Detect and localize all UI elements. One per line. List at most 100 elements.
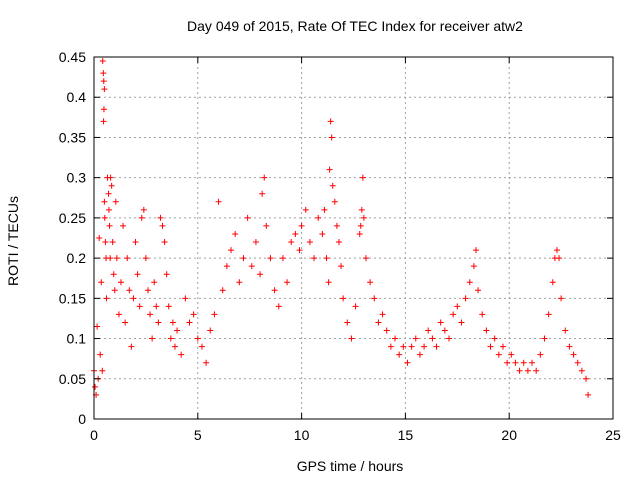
data-point <box>155 319 162 326</box>
data-point <box>153 303 160 310</box>
data-point <box>338 263 345 270</box>
x-tick-label: 10 <box>294 427 310 443</box>
data-point <box>491 335 498 342</box>
data-point <box>429 335 436 342</box>
plot-frame <box>93 56 614 420</box>
data-point <box>450 311 457 318</box>
data-point <box>416 351 423 358</box>
y-tick-label: 0 <box>78 411 86 427</box>
data-point <box>516 367 523 374</box>
data-point <box>186 319 193 326</box>
data-point <box>458 319 465 326</box>
data-point <box>508 351 515 358</box>
data-point <box>190 311 197 318</box>
data-point <box>136 303 143 310</box>
data-point <box>163 271 170 278</box>
data-point <box>520 359 527 366</box>
data-point <box>94 323 101 330</box>
y-tick-label: 0.35 <box>59 129 86 145</box>
data-point <box>404 359 411 366</box>
y-tick-label: 0.3 <box>67 170 87 186</box>
data-point <box>149 335 156 342</box>
data-point <box>356 230 363 237</box>
data-point <box>319 230 326 237</box>
data-point <box>487 343 494 350</box>
data-point <box>302 206 309 213</box>
data-point <box>311 255 318 262</box>
data-point <box>483 327 490 334</box>
data-point <box>348 335 355 342</box>
data-point <box>479 311 486 318</box>
data-point <box>99 367 106 374</box>
data-point <box>475 287 482 294</box>
data-point <box>275 303 282 310</box>
data-point <box>259 190 266 197</box>
data-point <box>545 311 552 318</box>
data-point <box>124 255 131 262</box>
data-point <box>126 287 133 294</box>
data-point <box>325 279 332 286</box>
data-point <box>566 343 573 350</box>
data-point <box>267 255 274 262</box>
data-point <box>454 303 461 310</box>
data-point <box>323 255 330 262</box>
y-tick-label: 0.25 <box>59 210 86 226</box>
data-point <box>495 351 502 358</box>
data-point <box>537 351 544 358</box>
data-point <box>327 118 334 125</box>
data-point <box>437 319 444 326</box>
x-tick-label: 15 <box>398 427 414 443</box>
data-point <box>328 134 335 141</box>
data-point <box>215 198 222 205</box>
data-point <box>425 327 432 334</box>
data-point <box>352 303 359 310</box>
data-point <box>228 247 235 254</box>
data-point <box>122 319 129 326</box>
data-point <box>117 279 124 286</box>
data-point <box>211 311 218 318</box>
data-point <box>252 239 259 246</box>
data-point <box>331 198 338 205</box>
data-point <box>165 303 172 310</box>
data-point <box>533 367 540 374</box>
x-tick-label: 0 <box>90 427 98 443</box>
data-point <box>371 295 378 302</box>
data-point <box>359 174 366 181</box>
data-point <box>412 335 419 342</box>
data-point <box>142 255 149 262</box>
data-point <box>296 247 303 254</box>
data-point <box>462 295 469 302</box>
data-point <box>524 367 531 374</box>
data-point <box>556 255 563 262</box>
data-point <box>367 279 374 286</box>
data-point <box>144 287 151 294</box>
y-tick-label: 0.4 <box>67 89 87 105</box>
data-point <box>101 214 108 221</box>
data-point <box>570 351 577 358</box>
ticks-layer: 0 0.05 0.1 0.15 0.2 0.25 0.3 0.35 0.4 0.45 0 5 10 15 2… <box>59 49 621 443</box>
data-point <box>562 327 569 334</box>
data-point <box>112 198 119 205</box>
data-point <box>466 279 473 286</box>
data-point <box>147 311 154 318</box>
data-point <box>504 359 511 366</box>
data-point <box>98 279 105 286</box>
data-point <box>499 343 506 350</box>
data-point <box>140 206 147 213</box>
data-point <box>292 230 299 237</box>
x-tick-label: 20 <box>501 427 517 443</box>
data-point <box>585 391 592 398</box>
y-tick-label: 0.45 <box>59 49 86 65</box>
data-point <box>100 70 107 77</box>
data-point <box>107 255 114 262</box>
data-point <box>379 311 386 318</box>
data-point <box>400 343 407 350</box>
data-point <box>529 359 536 366</box>
data-point <box>109 239 116 246</box>
data-point <box>105 206 112 213</box>
data-point <box>157 214 164 221</box>
data-point <box>198 343 205 350</box>
data-point <box>244 214 251 221</box>
data-point <box>298 222 305 229</box>
